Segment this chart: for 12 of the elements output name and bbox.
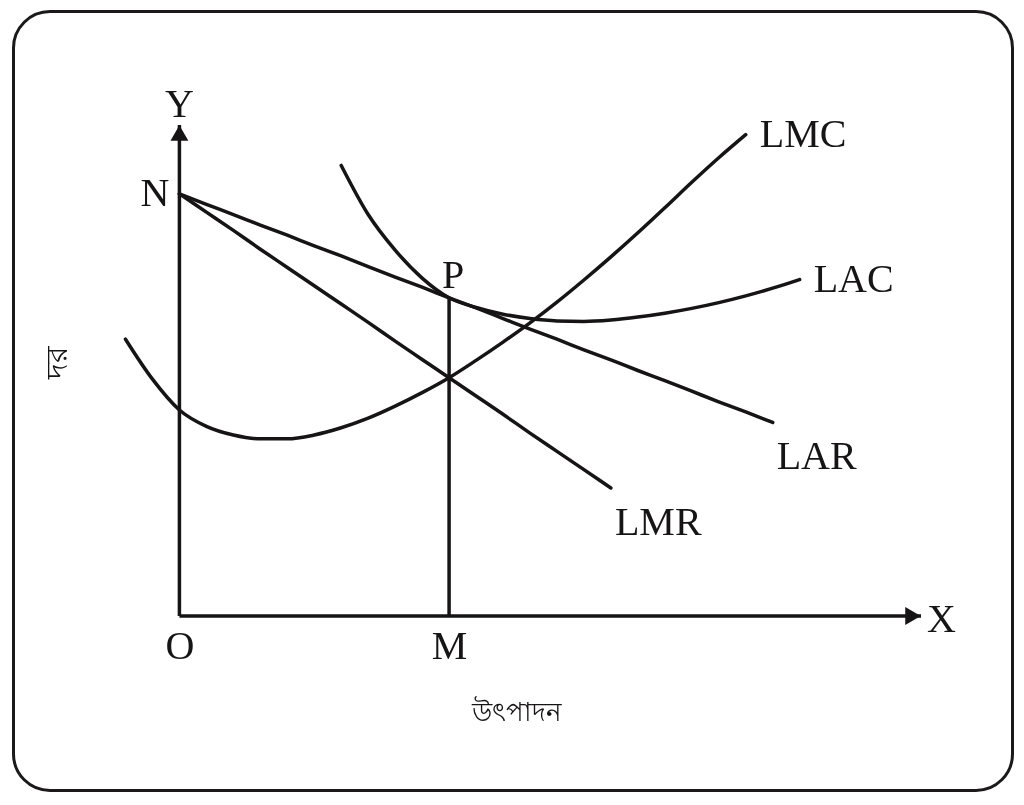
x-axis-title: উৎপাদন [471, 695, 562, 727]
annotation: N [140, 169, 170, 215]
x-tick-label: O [165, 622, 195, 668]
annotation: P [441, 251, 465, 297]
series-label: LAR [776, 433, 857, 479]
series-label: LAC [813, 255, 894, 301]
series-label: LMC [759, 110, 847, 156]
x-tick-label: M [431, 622, 468, 668]
series-label: LMR [614, 498, 702, 544]
y-axis-title: দর [38, 346, 74, 380]
text: X [927, 596, 956, 641]
text: Y [164, 81, 194, 126]
